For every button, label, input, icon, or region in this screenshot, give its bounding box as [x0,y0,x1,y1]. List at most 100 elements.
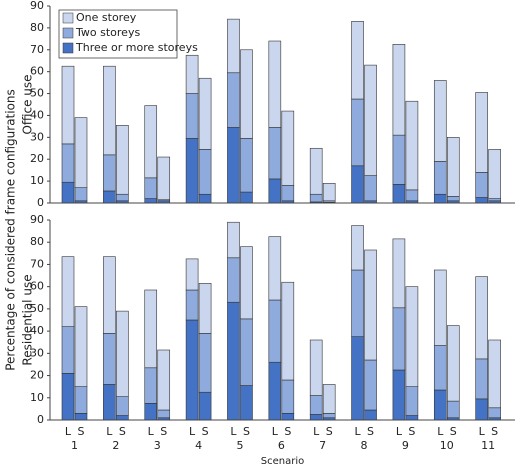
bar-segment [61,143,75,183]
x-tick-label: L [189,425,196,438]
bar-segment [103,190,116,204]
group-label: 7 [319,439,326,452]
group-label: 6 [278,439,285,452]
bar-segment [281,185,295,202]
bar-segment [475,197,488,204]
x-tick-label: L [479,425,486,438]
legend-swatch [62,12,74,24]
y-tick-label: 90 [30,213,44,226]
bar-segment [268,299,282,363]
bar-segment [198,193,212,204]
y-tick-label: 60 [30,280,44,293]
bar-segment [281,110,295,186]
y-tick-label: 50 [30,87,44,100]
bar-segment [392,369,406,421]
bar-segment [185,54,199,94]
x-tick-label: S [326,425,333,438]
bar-segment [240,138,253,193]
bar-segment [364,249,377,361]
bar-segment [240,246,253,320]
x-tick-label: S [202,425,209,438]
bar-segment [103,154,116,192]
bar-segment [309,414,323,421]
group-label: 10 [440,439,454,452]
bar-segment [227,301,240,421]
bar-segment [488,198,501,202]
y-tick-label: 10 [30,174,44,187]
y-tick-label: 90 [30,0,44,12]
bar-segment [433,345,447,391]
bar-segment [268,127,282,180]
bar-segment [144,105,158,179]
bar-segment [61,65,75,145]
bar-segment [157,156,171,201]
bar-segment [488,339,501,409]
bar-segment [61,326,75,374]
bar-segment [240,385,253,421]
bar-segment [144,289,158,369]
x-tick-label: S [243,425,250,438]
bar-segment [433,389,447,421]
legend-label: Three or more storeys [75,41,198,54]
x-tick-label: S [78,425,85,438]
bar-segment [74,413,88,421]
bar-segment [157,349,171,411]
bar-segment [116,396,129,416]
bar-segment [351,21,364,100]
bar-segment [392,44,406,136]
bar-segment [446,400,460,419]
bar-segment [198,77,212,150]
bar-segment [475,398,488,421]
bar-segment [185,319,199,421]
x-tick-label: L [354,425,361,438]
group-label: 5 [236,439,243,452]
x-tick-label: L [396,425,403,438]
bar-segment [405,189,419,202]
bar-segment [144,403,158,421]
bar-segment [322,384,336,414]
bar-segment [185,289,199,321]
bar-segment [475,92,488,173]
bar-segment [405,286,419,387]
bar-segment [309,147,323,195]
bar-segment [240,49,253,139]
y-tick-label: 50 [30,302,44,315]
x-tick-label: L [437,425,444,438]
bar-segment [405,386,419,416]
bar-segment [61,373,75,421]
x-axis-label: Scenario [261,456,304,467]
bar-segment [392,238,406,309]
bar-segment [475,276,488,360]
bar-segment [103,65,116,156]
bar-segment [116,193,129,202]
bar-segment [103,256,116,334]
bar-segment [198,283,212,334]
y-tick-label: 20 [30,369,44,382]
bar-segment [446,325,460,402]
bar-segment [446,196,460,202]
group-label: 8 [361,439,368,452]
x-tick-label: S [450,425,457,438]
bar-segment [433,80,447,162]
x-tick-label: L [148,425,155,438]
bar-segment [268,178,282,204]
panel-label: Office use [21,74,35,134]
bar-segment [144,177,158,199]
x-tick-label: S [408,425,415,438]
y-tick-label: 0 [37,196,44,209]
bar-segment [74,386,88,414]
group-label: 11 [481,439,495,452]
bar-segment [61,181,75,204]
y-axis-label: Percentage of considered frame configura… [4,89,18,371]
y-tick-label: 40 [30,108,44,121]
bar-segment [185,258,199,291]
bar-segment [198,391,212,421]
bar-segment [157,409,171,419]
bar-segment [116,415,129,421]
group-label: 1 [71,439,78,452]
x-tick-label: S [491,425,498,438]
bar-segment [322,413,336,419]
bar-segment [268,361,282,421]
bar-segment [281,379,295,414]
bar-segment [61,256,75,327]
